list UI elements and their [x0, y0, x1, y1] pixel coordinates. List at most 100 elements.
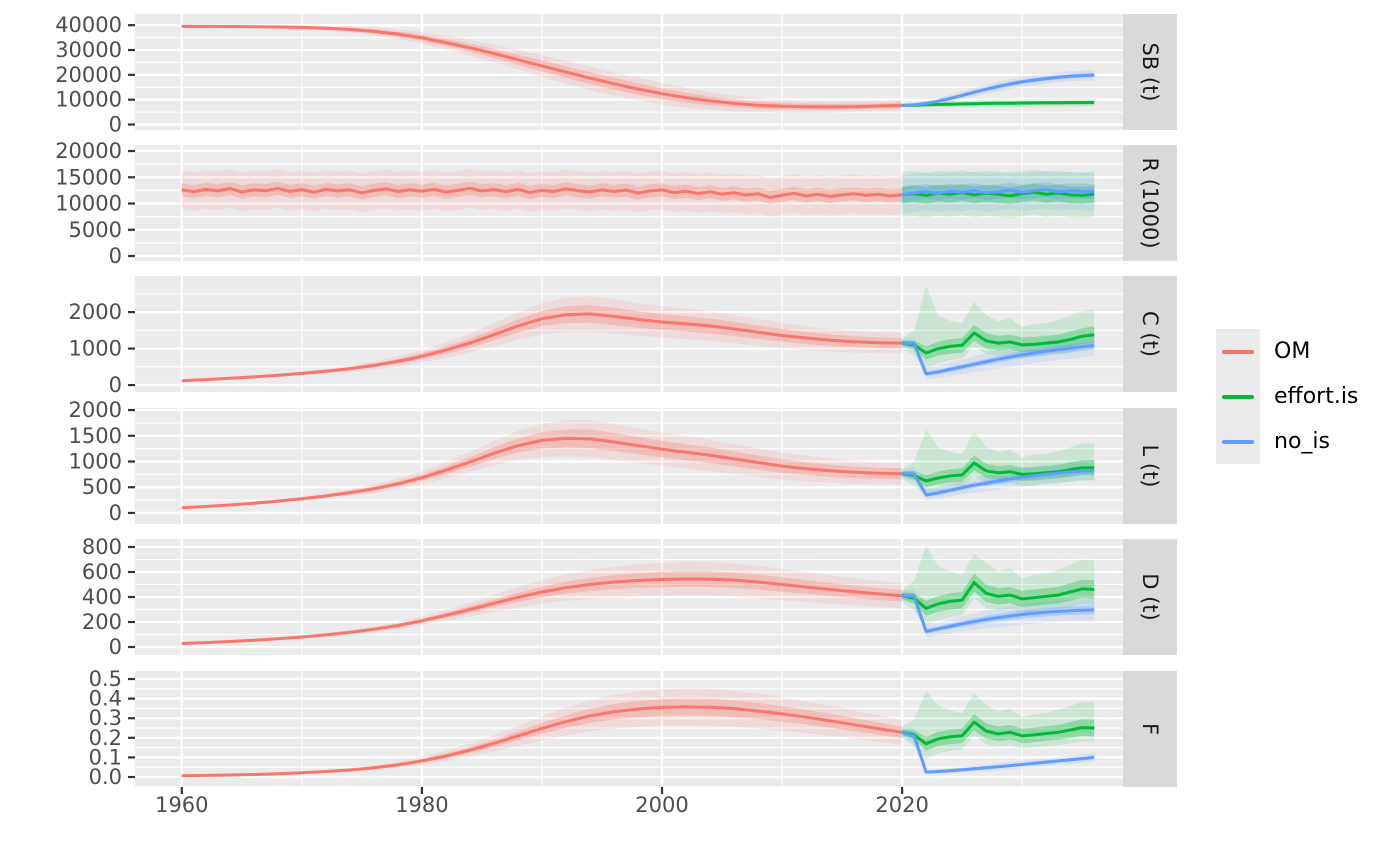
y-tick-label: 400: [82, 585, 122, 609]
y-tick-label: 1000: [69, 337, 122, 361]
x-tick-label: 1980: [395, 793, 448, 817]
legend-label-effort-is: effort.is: [1274, 384, 1359, 409]
y-tick-label: 200: [82, 610, 122, 634]
ribbon-inner-OM: [181, 429, 903, 508]
x-tick-label: 2020: [875, 793, 928, 817]
legend-item-effort-is: effort.is: [1216, 374, 1358, 419]
series-line-OM: [181, 577, 903, 645]
legend-label-no-is: no_is: [1274, 429, 1330, 454]
facet-strip: [1123, 276, 1177, 392]
facet-panel-F: F 0.00.10.20.30.40.5: [89, 667, 1177, 789]
ribbon-inner-OM: [181, 181, 903, 204]
ribbon-inner-OM: [181, 26, 903, 110]
series-line-no-is: [902, 341, 1095, 376]
y-tick-label: 2000: [69, 398, 122, 422]
y-tick-label: 0.2: [89, 726, 122, 750]
panel-background: [135, 14, 1123, 130]
y-tick-label: 20000: [55, 63, 122, 87]
ribbon-outer-effort-is: [902, 429, 1095, 496]
y-tick-label: 20000: [55, 139, 122, 163]
x-tick-label: 1960: [155, 793, 208, 817]
facet-strip-label: L (t): [1138, 445, 1162, 488]
grid-lines: [135, 671, 1123, 788]
ribbon-outer-OM: [181, 420, 903, 509]
ribbon-outer-OM: [181, 25, 903, 113]
legend-key-line-effort-is: [1222, 394, 1254, 399]
series-line-no-is: [901, 188, 1095, 197]
series-line-no-is: [902, 468, 1095, 497]
y-tick-label: 600: [82, 560, 122, 584]
ribbon-outer-effort-is: [902, 545, 1095, 626]
y-tick-label: 2000: [69, 300, 122, 324]
series-line-no-is: [901, 730, 1095, 774]
facet-strip-label: R (1000): [1138, 157, 1162, 248]
facet-strip: [1123, 14, 1177, 130]
series-line-OM: [181, 705, 903, 778]
grid-lines: [135, 276, 1123, 392]
y-tick-label: 5000: [69, 218, 122, 242]
series-line-no-is: [902, 73, 1095, 107]
ribbon-inner-OM: [181, 305, 903, 381]
y-tick-label: 10000: [55, 88, 122, 112]
legend-key: [1216, 374, 1260, 419]
facet-strip-label: D (t): [1138, 573, 1162, 620]
y-tick-label: 0.0: [89, 765, 122, 789]
y-tick-label: 1500: [69, 424, 122, 448]
legend: OM effort.is no_is: [1216, 329, 1358, 464]
series-line-effort-is: [902, 101, 1095, 107]
y-tick-label: 0: [109, 501, 122, 525]
facet-strip-label: F: [1138, 723, 1162, 735]
panel-background: [135, 408, 1123, 524]
series-line-effort-is: [901, 461, 1095, 483]
series-line-OM: [181, 24, 903, 109]
y-tick-label: 0.3: [89, 706, 122, 730]
legend-key: [1216, 329, 1260, 374]
y-tick-label: 800: [82, 535, 122, 559]
ribbon-outer-OM: [181, 168, 903, 217]
y-tick-label: 0.4: [89, 687, 122, 711]
y-tick-label: 500: [82, 475, 122, 499]
ribbon-outer-OM: [181, 688, 903, 776]
y-tick-label: 10000: [55, 192, 122, 216]
series-line-effort-is: [901, 331, 1095, 355]
x-tick-label: 2000: [635, 793, 688, 817]
y-tick-label: 0: [109, 373, 122, 397]
y-tick-label: 0: [109, 635, 122, 659]
facet-strip: [1123, 145, 1177, 261]
grid-lines: [135, 408, 1123, 524]
y-tick-label: 0: [109, 244, 122, 268]
series-line-OM: [181, 312, 903, 383]
ribbon-outer-effort-is: [902, 690, 1095, 760]
series-line-OM: [181, 436, 903, 510]
series-line-effort-is: [901, 581, 1095, 610]
ribbon-inner-effort-is: [902, 573, 1095, 616]
y-tick-label: 0: [109, 113, 122, 137]
facet-strip: [1123, 671, 1177, 787]
y-tick-label: 15000: [55, 165, 122, 189]
y-tick-label: 0.1: [89, 745, 122, 769]
y-tick-label: 0.5: [89, 667, 122, 691]
y-tick-label: 40000: [55, 13, 122, 37]
ribbon-outer-OM: [181, 296, 903, 382]
series-line-OM: [181, 186, 903, 199]
legend-item-no-is: no_is: [1216, 419, 1358, 464]
legend-key-line-no-is: [1222, 439, 1254, 444]
series-line-no-is: [902, 594, 1095, 633]
ribbon-outer-OM: [181, 561, 903, 644]
legend-key-line-om: [1222, 349, 1254, 354]
legend-key: [1216, 419, 1260, 464]
facet-strip: [1123, 539, 1177, 655]
x-axis: 1960 1980 2000 2020: [155, 787, 929, 817]
y-tick-label: 30000: [55, 38, 122, 62]
facet-strip-label: SB (t): [1138, 42, 1162, 101]
facet-strip-label: C (t): [1138, 311, 1162, 357]
ribbon-inner-no-is: [902, 592, 1095, 634]
legend-label-om: OM: [1274, 339, 1311, 364]
legend-item-om: OM: [1216, 329, 1358, 374]
